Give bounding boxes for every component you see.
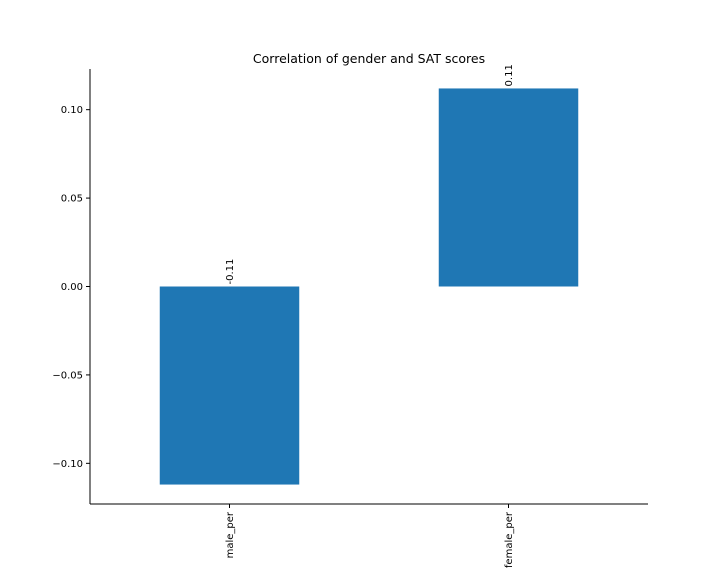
bar-male_per [159,286,300,485]
x-tick-label: male_per [225,511,236,558]
bars-layer [159,88,579,485]
y-axis: −0.10 −0.05 0.00 0.05 0.10 [52,69,91,504]
x-axis: male_per female_per [90,503,648,568]
data-labels: -0.11 0.11 [225,64,515,284]
y-tick-label: 0.00 [61,282,83,293]
bar-female_per [438,88,579,287]
chart-title: Correlation of gender and SAT scores [253,51,485,66]
y-tick-label: 0.10 [61,105,83,116]
y-tick-label: −0.10 [52,459,83,470]
x-tick-label: female_per [504,511,515,568]
data-label-male_per: -0.11 [225,259,236,285]
y-tick-label: −0.05 [52,370,83,381]
y-tick-label: 0.05 [61,194,83,205]
data-label-female_per: 0.11 [504,64,515,86]
